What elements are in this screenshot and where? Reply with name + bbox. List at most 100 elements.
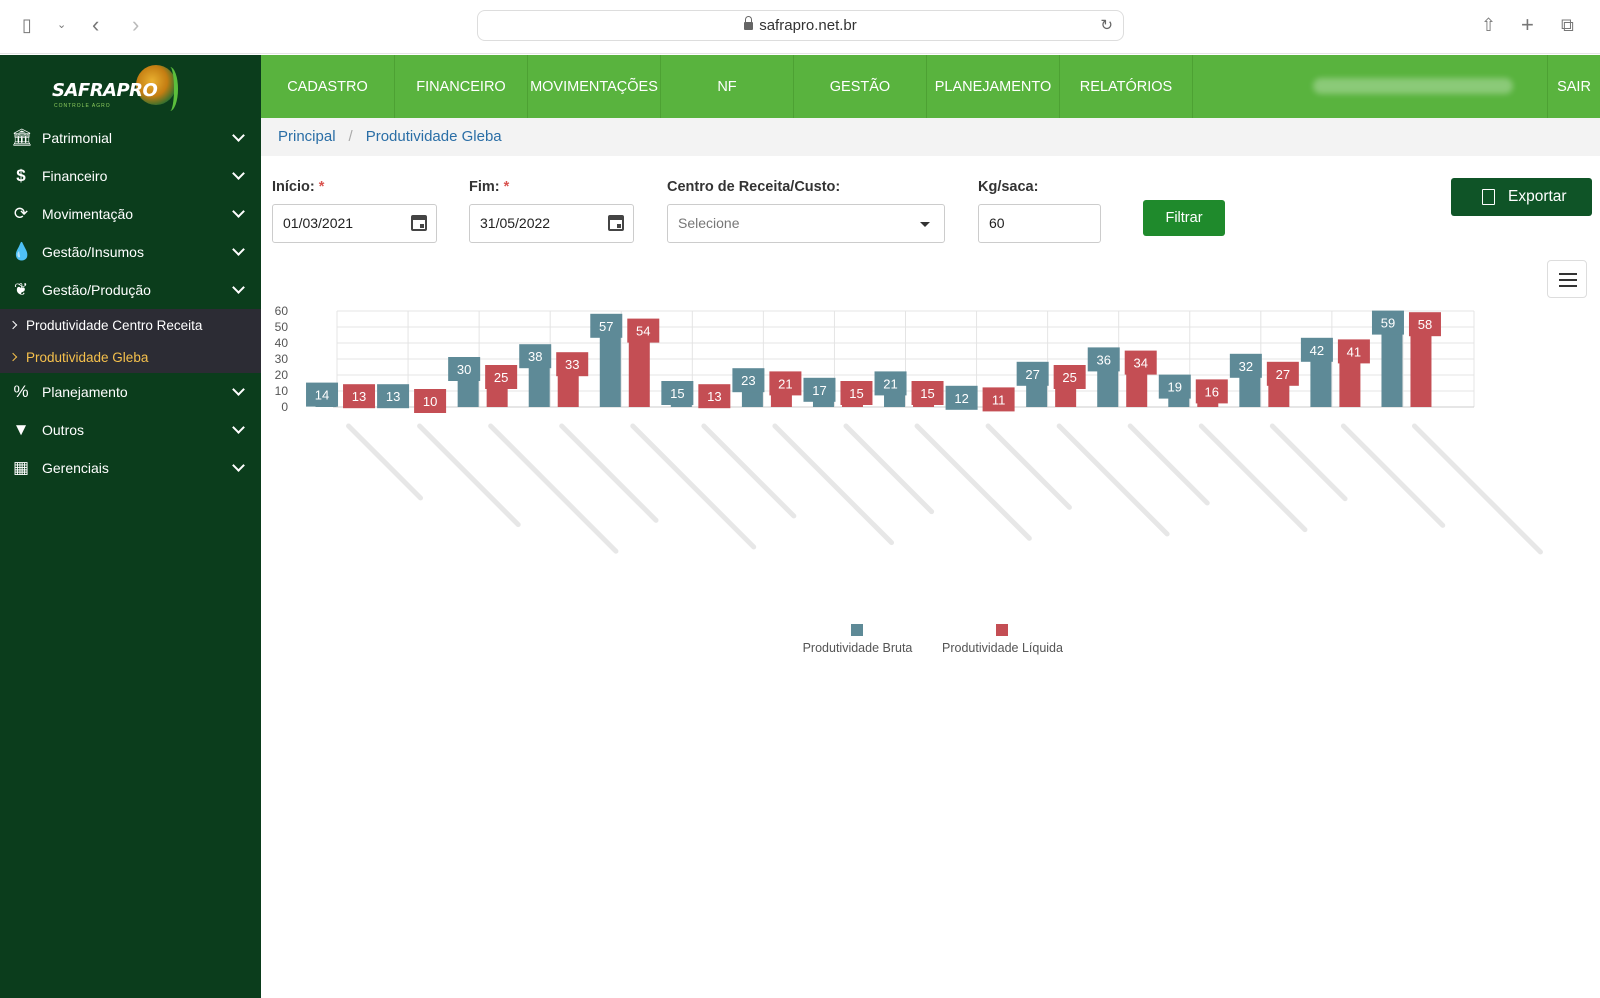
tabs-overview-icon[interactable]: ⧉: [1561, 15, 1574, 35]
data-label: 11: [992, 392, 1006, 407]
sidebar-item-financeiro[interactable]: $ Financeiro: [0, 157, 261, 195]
topnav-cadastro[interactable]: CADASTRO: [261, 55, 395, 118]
logo[interactable]: SAFRAPRO CONTROLE AGRO: [52, 63, 182, 113]
sidebar-item-gestao-producao[interactable]: ❦ Gestão/Produção: [0, 271, 261, 309]
legend-label-bruta[interactable]: Produtividade Bruta: [802, 641, 913, 655]
sidebar-item-planejamento[interactable]: % Planejamento: [0, 373, 261, 411]
chart-menu-button[interactable]: [1547, 260, 1587, 298]
chevron-right-icon: [8, 352, 18, 362]
topnav-nf[interactable]: NF: [661, 55, 794, 118]
chevron-right-icon: [8, 320, 18, 330]
sidebar-item-gestao-insumos[interactable]: 💧 Gestão/Insumos: [0, 233, 261, 271]
sidebar-item-patrimonial[interactable]: 🏛 Patrimonial: [0, 119, 261, 157]
x-tick-label-blurred: [346, 423, 424, 501]
data-label-box: [306, 382, 339, 407]
data-label-box: [448, 357, 481, 381]
address-bar[interactable]: safrapro.net.br ↻: [477, 10, 1124, 41]
data-label-box: [519, 344, 552, 369]
data-label-box: [698, 384, 731, 409]
bar-bruta: [1381, 312, 1403, 407]
data-label-box: [661, 381, 694, 405]
data-label: 16: [1205, 384, 1219, 399]
topnav-financeiro[interactable]: FINANCEIRO: [395, 55, 528, 118]
data-label-box: [1053, 365, 1086, 389]
export-button-label: Exportar: [1508, 188, 1567, 205]
centro-select[interactable]: Selecione: [667, 204, 945, 243]
back-icon[interactable]: ‹: [92, 12, 100, 37]
sidebar-item-movimentacao[interactable]: ⟳ Movimentação: [0, 195, 261, 233]
sidebar-subitem-produtividade-centro-receita[interactable]: Produtividade Centro Receita: [0, 309, 261, 341]
bar-liquida: [1410, 314, 1432, 407]
data-label: 17: [812, 383, 826, 398]
export-button[interactable]: Exportar: [1451, 178, 1592, 216]
y-tick-label: 60: [275, 304, 289, 318]
x-tick-label-blurred: [488, 423, 619, 554]
sidebar-item-outros[interactable]: ▼ Outros: [0, 411, 261, 449]
legend-swatch-bruta[interactable]: [851, 624, 863, 636]
logout-button[interactable]: SAIR: [1547, 55, 1600, 118]
chevron-down-icon: [232, 167, 245, 180]
data-label-box: [485, 365, 518, 389]
x-tick-label-blurred: [1340, 423, 1446, 528]
data-label: 13: [707, 389, 721, 404]
calendar-icon[interactable]: [608, 215, 624, 231]
sidebar-item-gerenciais[interactable]: ▦ Gerenciais: [0, 449, 261, 487]
topnav-planejamento[interactable]: PLANEJAMENTO: [927, 55, 1060, 118]
calendar-icon[interactable]: [411, 215, 427, 231]
topnav-movimentacoes[interactable]: MOVIMENTAÇÕES: [528, 55, 661, 118]
export-file-icon: [1482, 189, 1495, 205]
data-label-box: [627, 318, 660, 343]
kg-saca-label: Kg/saca:: [978, 179, 1039, 195]
data-label: 27: [1276, 367, 1290, 382]
legend-swatch-liquida[interactable]: [996, 624, 1008, 636]
data-label: 14: [315, 388, 329, 403]
inicio-date-field[interactable]: 01/03/2021: [272, 204, 437, 243]
x-tick-label-blurred: [843, 423, 935, 515]
brand-name: SAFRAPRO: [52, 80, 158, 101]
data-label: 38: [528, 349, 542, 364]
sidebar-subitem-label: Produtividade Centro Receita: [26, 317, 203, 333]
sidebar: SAFRAPRO CONTROLE AGRO 🏛 Patrimonial $ F…: [0, 55, 261, 998]
chevron-down-icon: [232, 459, 245, 472]
data-label: 41: [1347, 344, 1361, 359]
topnav-gestao[interactable]: GESTÃO: [794, 55, 927, 118]
data-label: 15: [849, 386, 863, 401]
hamburger-icon: [1559, 273, 1577, 275]
sidebar-item-label: Gerenciais: [42, 460, 109, 476]
droplet-icon: 💧: [11, 242, 33, 261]
x-tick-label-blurred: [914, 423, 1032, 541]
share-icon[interactable]: ⇧: [1481, 15, 1497, 35]
breadcrumb-home[interactable]: Principal: [278, 128, 336, 145]
data-label-box: [1087, 347, 1120, 372]
data-label-box: [343, 384, 376, 409]
sidebar-item-label: Gestão/Produção: [42, 282, 151, 298]
chevron-down-icon: [232, 205, 245, 218]
fim-date-field[interactable]: 31/05/2022: [469, 204, 634, 243]
sync-icon: ⟳: [13, 204, 29, 223]
reload-icon[interactable]: ↻: [1100, 17, 1113, 34]
sidebar-toggle-icon[interactable]: ▯: [22, 15, 32, 35]
data-label-box: [556, 352, 589, 377]
data-label-box: [1124, 350, 1157, 375]
data-label-box: [840, 381, 873, 405]
data-label-box: [945, 385, 978, 410]
data-label-box: [732, 368, 765, 393]
kg-saca-input[interactable]: 60: [978, 204, 1101, 243]
new-tab-icon[interactable]: +: [1521, 12, 1534, 37]
filter-button[interactable]: Filtrar: [1143, 200, 1225, 236]
chevron-down-icon[interactable]: ⌄: [57, 19, 67, 31]
sidebar-submenu: Produtividade Centro Receita Produtivida…: [0, 309, 261, 373]
topnav-relatorios[interactable]: RELATÓRIOS: [1060, 55, 1193, 118]
sidebar-subitem-produtividade-gleba[interactable]: Produtividade Gleba: [0, 341, 261, 373]
sidebar-item-label: Financeiro: [42, 168, 108, 184]
data-label-box: [803, 377, 836, 402]
data-label: 25: [1062, 370, 1076, 385]
data-label: 10: [423, 394, 437, 409]
legend-label-liquida[interactable]: Produtividade Líquida: [942, 641, 1063, 655]
forward-icon[interactable]: ›: [132, 12, 140, 37]
productivity-bar-chart: 0 10 20 30 40 50 60 14 13 13 10 30 25 38 33 57 54 15 13 23 2…: [275, 304, 1543, 555]
centro-label: Centro de Receita/Custo:: [667, 179, 841, 195]
chevron-down-icon: [232, 421, 245, 434]
inicio-label: Início: *: [272, 179, 325, 195]
data-label-box: [769, 371, 802, 396]
